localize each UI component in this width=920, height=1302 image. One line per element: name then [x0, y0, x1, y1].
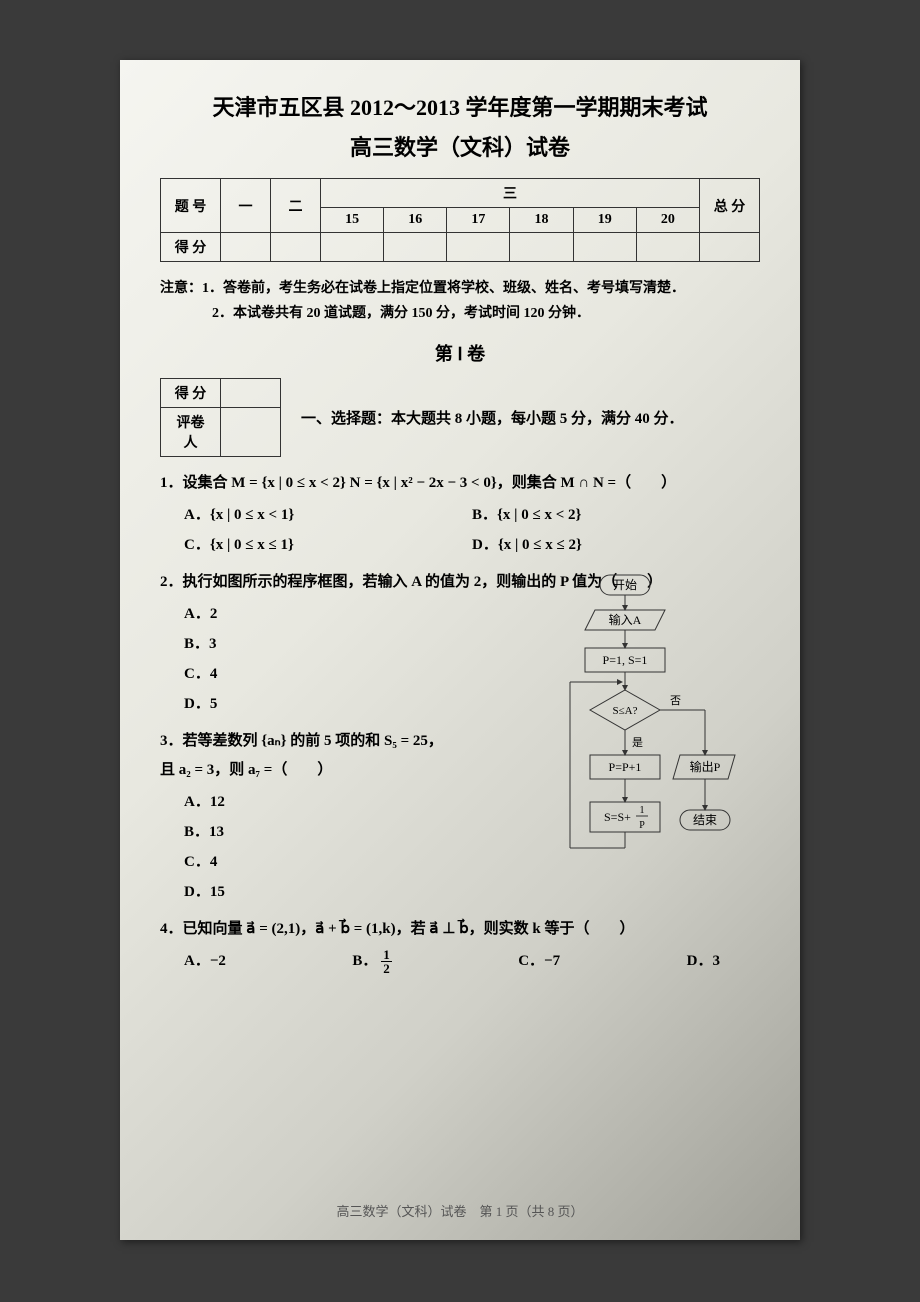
score-cell [700, 233, 760, 262]
score-subcol: 16 [384, 208, 447, 233]
section-header: 得 分 评卷人 一、选择题：本大题共 8 小题，每小题 5 分，满分 40 分． [160, 378, 760, 457]
q1-opt-b: B．{x | 0 ≤ x < 2} [472, 500, 760, 530]
frac-den: 2 [381, 962, 392, 975]
q4-options: A．−2 B． 1 2 C．−7 D．3 [184, 946, 760, 976]
fraction: 1 2 [381, 948, 392, 975]
score-col: 二 [271, 179, 321, 233]
score-cell [384, 233, 447, 262]
flowchart-start-text: 开始 [613, 578, 637, 592]
flowchart-init-text: P=1, S=1 [603, 653, 648, 667]
flowchart-diagram: 开始 输入A P=1, S=1 S≤A? 否 是 [560, 570, 740, 914]
score-table: 题 号 一 二 三 总 分 15 16 17 18 19 20 得 分 [160, 178, 760, 262]
score-col: 三 [321, 179, 700, 208]
flowchart-no-text: 否 [670, 695, 681, 707]
q1-opt-a: A．{x | 0 ≤ x < 1} [184, 500, 472, 530]
q4-b-label: B． [352, 953, 377, 969]
score-row-label: 得 分 [161, 233, 221, 262]
q2-q3-wrap: 2．执行如图所示的程序框图，若输入 A 的值为 2，则输出的 P 值为（ ） A… [160, 570, 760, 907]
q4-opt-c: C．−7 [518, 946, 560, 976]
flowchart-input-text: 输入A [609, 612, 642, 627]
score-subcol: 17 [447, 208, 510, 233]
score-cell [271, 233, 321, 262]
flowchart-step2-den: P [639, 820, 645, 831]
grader-cell: 评卷人 [161, 408, 221, 457]
q4-stem: 4．已知向量 a⃗ = (2,1)，a⃗ + b⃗ = (1,k)，若 a⃗ ⊥… [160, 917, 760, 938]
q1-opt-d: D．{x | 0 ≤ x ≤ 2} [472, 530, 760, 560]
score-subcol: 15 [321, 208, 384, 233]
flowchart-output-text: 输出P [690, 759, 721, 774]
score-cell [321, 233, 384, 262]
page-title: 天津市五区县 2012～2013 学年度第一学期期末考试 [160, 90, 760, 122]
grader-cell [221, 379, 281, 408]
note-line: 注意：1．答卷前，考生务必在试卷上指定位置将学校、班级、姓名、考号填写清楚． [160, 276, 760, 301]
q1-options: A．{x | 0 ≤ x < 1} B．{x | 0 ≤ x < 2} C．{x… [184, 500, 760, 560]
question-1: 1．设集合 M = {x | 0 ≤ x < 2} N = {x | x² − … [160, 471, 760, 560]
flowchart-step2-num: 1 [640, 805, 645, 816]
grader-cell [221, 408, 281, 457]
flowchart-step1-text: P=P+1 [609, 760, 642, 774]
q1-stem: 1．设集合 M = {x | 0 ≤ x < 2} N = {x | x² − … [160, 471, 760, 492]
juan-label: 第 Ⅰ 卷 [160, 340, 760, 366]
score-row-label: 题 号 [161, 179, 221, 233]
exam-notes: 注意：1．答卷前，考生务必在试卷上指定位置将学校、班级、姓名、考号填写清楚． 2… [160, 276, 760, 326]
page-footer: 高三数学（文科）试卷 第 1 页（共 8 页） [120, 1201, 800, 1220]
score-cell [447, 233, 510, 262]
score-subcol: 20 [636, 208, 699, 233]
section-title: 一、选择题：本大题共 8 小题，每小题 5 分，满分 40 分． [301, 407, 684, 428]
grader-table: 得 分 评卷人 [160, 378, 281, 457]
q4-opt-d: D．3 [687, 946, 720, 976]
flowchart-end-text: 结束 [693, 813, 717, 827]
note-line: 2．本试卷共有 20 道试题，满分 150 分，考试时间 120 分钟． [212, 301, 760, 326]
score-cell [636, 233, 699, 262]
page-subtitle: 高三数学（文科）试卷 [160, 130, 760, 162]
score-cell [221, 233, 271, 262]
score-subcol: 18 [510, 208, 573, 233]
q4-opt-b: B． 1 2 [352, 946, 391, 976]
grader-cell: 得 分 [161, 379, 221, 408]
score-subcol: 19 [573, 208, 636, 233]
flowchart-cond-text: S≤A? [613, 705, 638, 717]
question-4: 4．已知向量 a⃗ = (2,1)，a⃗ + b⃗ = (1,k)，若 a⃗ ⊥… [160, 917, 760, 976]
score-col: 总 分 [700, 179, 760, 233]
score-col: 一 [221, 179, 271, 233]
q1-opt-c: C．{x | 0 ≤ x ≤ 1} [184, 530, 472, 560]
flowchart-svg: 开始 输入A P=1, S=1 S≤A? 否 是 [560, 570, 740, 910]
flowchart-yes-text: 是 [632, 736, 643, 749]
frac-num: 1 [381, 948, 392, 962]
score-cell [510, 233, 573, 262]
flowchart-step2-left: S=S+ [604, 810, 631, 824]
exam-page: 天津市五区县 2012～2013 学年度第一学期期末考试 高三数学（文科）试卷 … [120, 60, 800, 1240]
q4-opt-a: A．−2 [184, 946, 226, 976]
score-cell [573, 233, 636, 262]
